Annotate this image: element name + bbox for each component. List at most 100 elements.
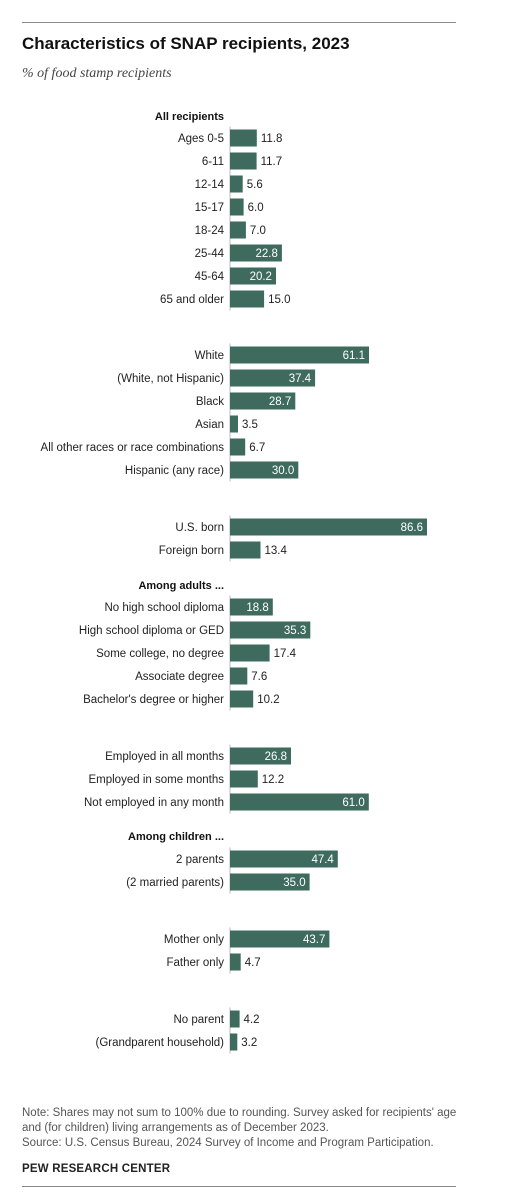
data-label: 4.7	[245, 957, 261, 969]
category-label: (Grandparent household)	[96, 1037, 225, 1049]
bar	[230, 850, 338, 868]
chart-note: Note: Shares may not sum to 100% due to …	[22, 1106, 462, 1151]
data-label: 6.0	[248, 202, 264, 214]
bar	[230, 747, 291, 765]
bar	[230, 244, 282, 262]
data-label: 61.1	[343, 350, 365, 362]
category-label: No high school diploma	[104, 602, 224, 614]
top-rule	[22, 22, 456, 23]
data-label: 5.6	[247, 179, 263, 191]
bar	[230, 346, 369, 364]
category-label: (2 married parents)	[126, 877, 224, 889]
category-label: Employed in some months	[88, 774, 224, 786]
bar	[230, 690, 254, 708]
category-label: Foreign born	[159, 545, 224, 557]
data-label: 6.7	[249, 442, 265, 454]
category-label: 15-17	[195, 202, 224, 214]
bar	[230, 369, 316, 387]
data-label: 35.3	[284, 625, 306, 637]
data-label: 86.6	[401, 522, 423, 534]
section-heading: All recipients	[155, 111, 224, 123]
category-label: Some college, no degree	[96, 648, 224, 660]
data-label: 47.4	[311, 854, 334, 866]
section-heading: Among children ...	[128, 831, 224, 843]
bar	[230, 598, 273, 616]
category-label: Associate degree	[135, 671, 224, 683]
bar	[230, 930, 330, 948]
data-label: 37.4	[289, 373, 312, 385]
bar	[230, 873, 310, 891]
data-label: 18.8	[246, 602, 268, 614]
pew-logo-text: PEW RESEARCH CENTER	[22, 1163, 171, 1175]
category-label: 45-64	[195, 271, 225, 283]
bar	[230, 644, 270, 662]
bar	[230, 267, 276, 285]
category-label: 65 and older	[160, 294, 224, 306]
category-label: 2 parents	[176, 854, 224, 866]
category-label: Black	[196, 396, 224, 408]
source-text: Source: U.S. Census Bureau, 2024 Survey …	[22, 1137, 434, 1149]
category-label: Employed in all months	[105, 751, 224, 763]
data-label: 17.4	[274, 648, 297, 660]
data-label: 61.0	[342, 797, 364, 809]
bar	[230, 152, 257, 170]
data-label: 30.0	[272, 465, 294, 477]
bar	[230, 1010, 240, 1028]
bottom-rule	[22, 1186, 456, 1187]
bar	[230, 770, 258, 788]
category-label: (White, not Hispanic)	[117, 373, 224, 385]
note-text: Note: Shares may not sum to 100% due to …	[22, 1107, 457, 1134]
bar	[230, 541, 261, 559]
bar	[230, 667, 248, 685]
bar	[230, 438, 246, 456]
category-label: 25-44	[195, 248, 225, 260]
category-label: All other races or race combinations	[41, 442, 225, 454]
bar	[230, 461, 299, 479]
category-label: Asian	[195, 419, 224, 431]
category-label: 6-11	[202, 156, 224, 168]
chart-title: Characteristics of SNAP recipients, 2023	[22, 34, 350, 53]
data-label: 28.7	[269, 396, 291, 408]
bar	[230, 290, 265, 308]
data-label: 11.7	[261, 156, 283, 168]
category-label: Bachelor's degree or higher	[83, 694, 224, 706]
category-label: 18-24	[195, 225, 225, 237]
data-label: 12.2	[262, 774, 284, 786]
bar-chart: All recipients Among adults ... Among chil…	[41, 111, 427, 1054]
bar	[230, 1033, 238, 1051]
bar	[230, 175, 243, 193]
bar	[230, 621, 311, 639]
category-label: Mother only	[164, 934, 224, 946]
category-label: Father only	[166, 957, 224, 969]
data-label: 26.8	[265, 751, 287, 763]
category-label: Ages 0-5	[178, 133, 224, 145]
bar	[230, 518, 427, 536]
data-label: 4.2	[244, 1014, 260, 1026]
category-label: Hispanic (any race)	[125, 465, 224, 477]
bar	[230, 415, 238, 433]
data-label: 22.8	[255, 248, 277, 260]
bar	[230, 198, 244, 216]
category-label: 12-14	[195, 179, 225, 191]
category-label: White	[195, 350, 224, 362]
data-label: 7.6	[251, 671, 267, 683]
category-label: U.S. born	[175, 522, 224, 534]
data-label: 3.2	[241, 1037, 257, 1049]
data-label: 13.4	[264, 545, 287, 557]
bar	[230, 221, 246, 239]
bar	[230, 953, 241, 971]
data-label: 15.0	[268, 294, 290, 306]
category-label: High school diploma or GED	[79, 625, 224, 637]
data-label: 20.2	[250, 271, 272, 283]
category-label: No parent	[173, 1014, 224, 1026]
data-label: 3.5	[242, 419, 258, 431]
category-label: Not employed in any month	[84, 797, 224, 809]
data-label: 10.2	[257, 694, 279, 706]
data-label: 35.0	[283, 877, 305, 889]
data-label: 7.0	[250, 225, 266, 237]
data-label: 43.7	[303, 934, 325, 946]
data-label: 11.8	[261, 133, 283, 145]
bar	[230, 129, 257, 147]
bar	[230, 793, 369, 811]
bar	[230, 392, 296, 410]
